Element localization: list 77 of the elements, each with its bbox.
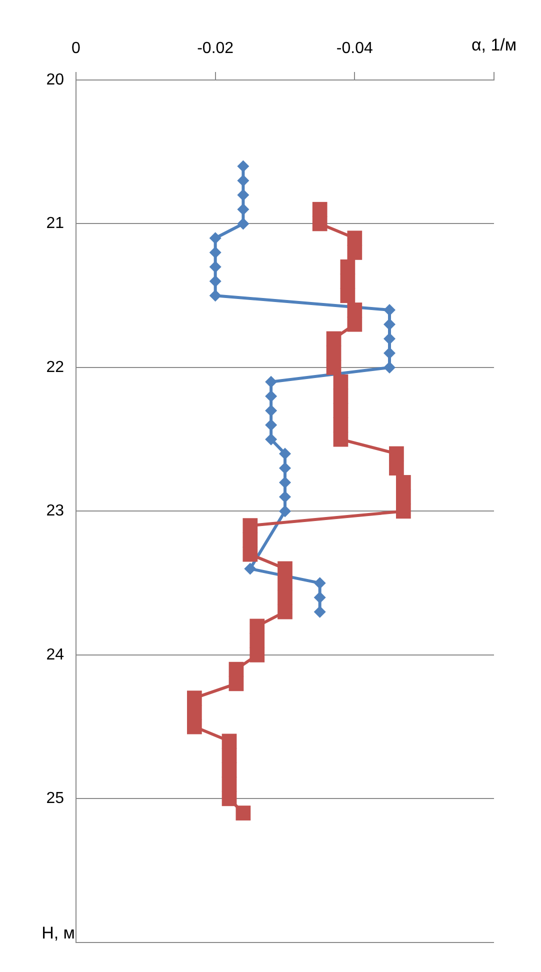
point — [222, 762, 237, 778]
point — [347, 302, 362, 318]
point — [242, 546, 258, 562]
point — [236, 806, 251, 820]
point — [389, 446, 404, 462]
point — [396, 489, 411, 504]
point — [222, 734, 237, 749]
point — [209, 232, 222, 244]
point — [278, 590, 292, 605]
point — [265, 418, 278, 431]
point — [326, 360, 342, 375]
point — [244, 562, 256, 575]
x-tick-label: -0.04 — [336, 40, 374, 57]
y-tick-label: 20 — [46, 71, 64, 88]
point — [250, 633, 265, 648]
point — [209, 246, 222, 258]
point — [222, 748, 237, 763]
point — [228, 676, 244, 692]
point — [326, 331, 342, 346]
point — [333, 374, 348, 390]
y-tick-label: 25 — [46, 790, 64, 808]
point — [314, 591, 326, 604]
point — [340, 274, 356, 289]
point — [237, 203, 250, 216]
x-axis-title: α, 1/м — [471, 36, 517, 55]
point — [265, 376, 278, 388]
point — [209, 260, 222, 273]
point — [242, 532, 258, 548]
point — [278, 604, 292, 620]
point — [333, 432, 348, 447]
point — [314, 577, 326, 590]
point — [242, 518, 258, 533]
point — [237, 174, 250, 187]
point — [278, 561, 292, 576]
point — [340, 288, 356, 304]
point — [384, 332, 396, 345]
point — [209, 275, 222, 288]
y-tick-label: 23 — [46, 502, 64, 520]
point — [250, 648, 265, 662]
point — [250, 618, 265, 634]
y-axis-title: H, м — [42, 924, 75, 943]
point — [347, 245, 362, 260]
point — [265, 390, 278, 402]
point — [384, 304, 396, 316]
point — [312, 202, 328, 217]
point — [333, 418, 348, 432]
y-tick-label: 21 — [46, 215, 64, 232]
point — [237, 188, 250, 201]
point — [396, 475, 411, 490]
point — [209, 290, 222, 302]
y-tick-label: 22 — [46, 358, 64, 376]
point — [314, 606, 326, 618]
point — [312, 216, 328, 232]
y-tick-label: 24 — [46, 646, 64, 664]
point — [237, 218, 250, 230]
x-tick-label: 0 — [72, 40, 81, 57]
point — [333, 403, 348, 418]
point — [187, 690, 202, 706]
point — [347, 316, 362, 332]
point — [279, 505, 291, 518]
point — [333, 388, 348, 404]
point — [187, 719, 202, 734]
point — [396, 504, 411, 519]
point — [222, 776, 237, 792]
point — [326, 346, 342, 361]
point — [279, 448, 291, 460]
point — [265, 433, 278, 446]
point — [389, 460, 404, 476]
point — [237, 160, 250, 172]
point — [187, 705, 202, 720]
point — [347, 230, 362, 246]
point — [228, 662, 244, 677]
point — [222, 791, 237, 806]
point — [265, 404, 278, 417]
point — [340, 259, 356, 274]
point — [278, 576, 292, 590]
x-tick-label: -0.02 — [197, 40, 234, 57]
